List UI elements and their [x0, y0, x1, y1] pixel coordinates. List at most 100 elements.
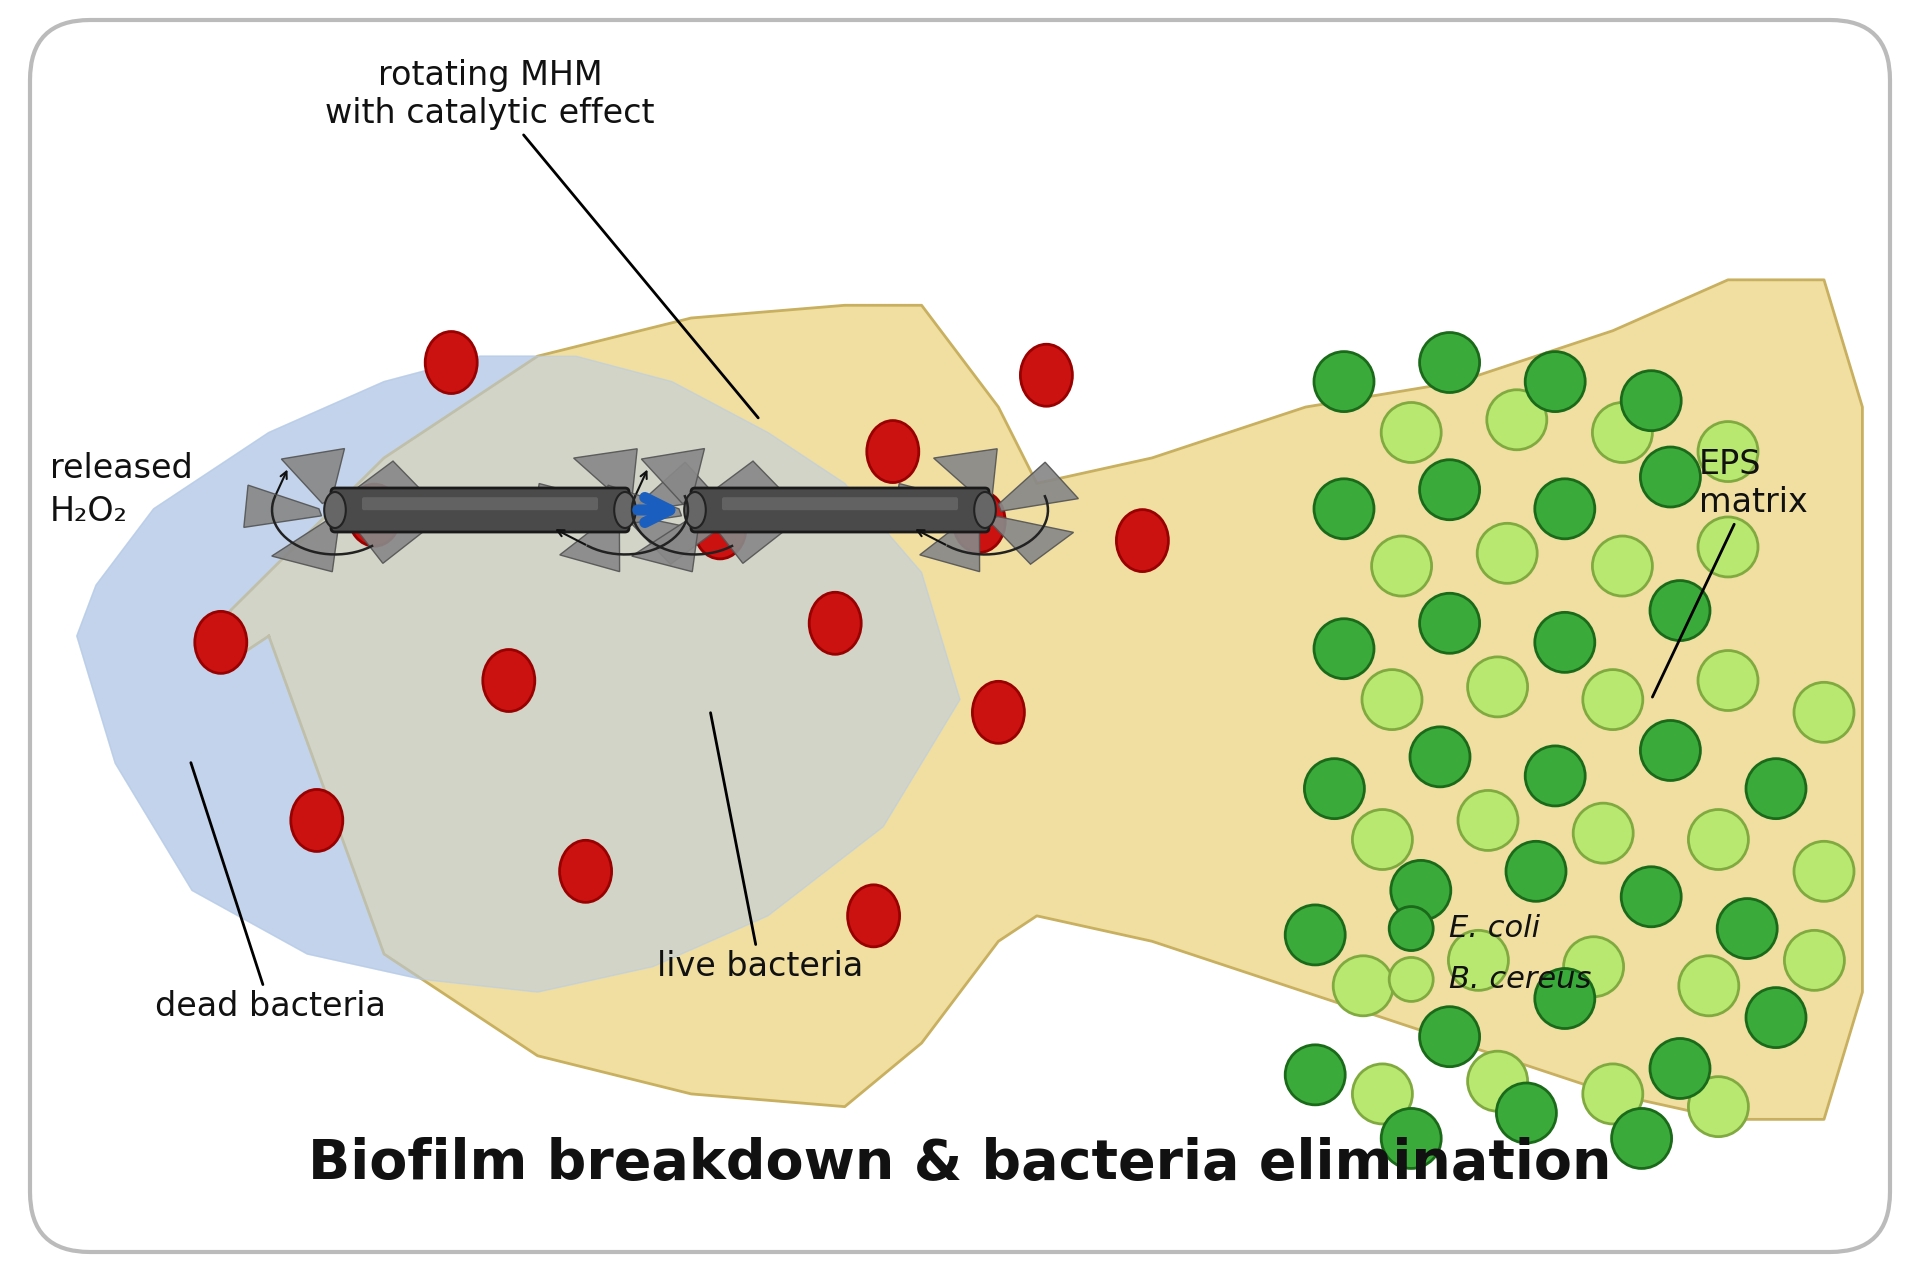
- Circle shape: [1419, 459, 1480, 520]
- Polygon shape: [273, 519, 340, 571]
- Circle shape: [1611, 1108, 1672, 1169]
- Circle shape: [1419, 593, 1480, 654]
- Circle shape: [1697, 516, 1759, 577]
- Polygon shape: [639, 462, 718, 511]
- Ellipse shape: [424, 332, 478, 393]
- Circle shape: [1582, 669, 1644, 730]
- Circle shape: [1448, 930, 1509, 991]
- Circle shape: [1524, 745, 1586, 806]
- Circle shape: [1304, 758, 1365, 819]
- Circle shape: [1640, 446, 1701, 508]
- Polygon shape: [282, 449, 344, 504]
- Polygon shape: [998, 462, 1079, 511]
- Ellipse shape: [482, 650, 536, 711]
- Circle shape: [1649, 580, 1711, 641]
- Circle shape: [1592, 536, 1653, 597]
- Polygon shape: [534, 483, 612, 525]
- Circle shape: [1697, 650, 1759, 711]
- Circle shape: [1688, 809, 1749, 870]
- Circle shape: [1419, 332, 1480, 393]
- Polygon shape: [605, 485, 682, 528]
- Text: E. coli: E. coli: [1450, 915, 1540, 943]
- Polygon shape: [893, 483, 973, 525]
- Polygon shape: [632, 519, 699, 571]
- Ellipse shape: [684, 492, 707, 528]
- Text: B. cereus: B. cereus: [1450, 965, 1592, 993]
- Polygon shape: [920, 515, 979, 571]
- Circle shape: [1332, 955, 1394, 1016]
- Ellipse shape: [866, 421, 920, 482]
- Ellipse shape: [290, 790, 344, 851]
- Circle shape: [1390, 907, 1432, 950]
- Circle shape: [1745, 758, 1807, 819]
- Polygon shape: [348, 510, 424, 563]
- Text: Biofilm breakdown & bacteria elimination: Biofilm breakdown & bacteria elimination: [309, 1137, 1611, 1191]
- Ellipse shape: [952, 491, 1006, 552]
- Circle shape: [1716, 898, 1778, 959]
- Circle shape: [1524, 351, 1586, 412]
- Circle shape: [1793, 841, 1855, 902]
- Ellipse shape: [1020, 345, 1073, 406]
- Circle shape: [1380, 402, 1442, 463]
- Polygon shape: [628, 516, 714, 565]
- Polygon shape: [340, 460, 428, 505]
- Circle shape: [1284, 1044, 1346, 1105]
- FancyBboxPatch shape: [722, 497, 958, 510]
- Circle shape: [1620, 370, 1682, 431]
- Polygon shape: [77, 356, 960, 992]
- Text: rotating MHM
with catalytic effect: rotating MHM with catalytic effect: [324, 59, 758, 418]
- Circle shape: [1745, 987, 1807, 1048]
- Circle shape: [1352, 809, 1413, 870]
- Polygon shape: [77, 356, 960, 992]
- Circle shape: [1467, 1051, 1528, 1112]
- Circle shape: [1688, 1076, 1749, 1137]
- Circle shape: [1620, 866, 1682, 927]
- Polygon shape: [989, 516, 1073, 565]
- Ellipse shape: [972, 682, 1025, 743]
- Ellipse shape: [194, 612, 248, 673]
- Circle shape: [1467, 656, 1528, 717]
- Circle shape: [1572, 803, 1634, 864]
- Polygon shape: [701, 460, 787, 505]
- Circle shape: [1313, 618, 1375, 679]
- Circle shape: [1534, 612, 1596, 673]
- Circle shape: [1476, 523, 1538, 584]
- Polygon shape: [641, 449, 705, 504]
- Text: released
H₂O₂: released H₂O₂: [50, 452, 192, 528]
- Ellipse shape: [847, 885, 900, 946]
- Polygon shape: [707, 510, 785, 563]
- Circle shape: [1419, 1006, 1480, 1067]
- FancyBboxPatch shape: [691, 488, 989, 532]
- Circle shape: [1390, 860, 1452, 921]
- Ellipse shape: [973, 492, 996, 528]
- Circle shape: [1697, 421, 1759, 482]
- Circle shape: [1793, 682, 1855, 743]
- Circle shape: [1390, 958, 1432, 1001]
- Circle shape: [1313, 351, 1375, 412]
- Circle shape: [1563, 936, 1624, 997]
- Text: live bacteria: live bacteria: [657, 712, 864, 983]
- Circle shape: [1496, 1082, 1557, 1144]
- Circle shape: [1313, 478, 1375, 539]
- FancyBboxPatch shape: [31, 20, 1889, 1252]
- Polygon shape: [561, 515, 620, 571]
- Polygon shape: [244, 485, 321, 528]
- Circle shape: [1592, 402, 1653, 463]
- Ellipse shape: [693, 497, 747, 558]
- Circle shape: [1534, 478, 1596, 539]
- Circle shape: [1534, 968, 1596, 1029]
- Circle shape: [1640, 720, 1701, 781]
- Circle shape: [1380, 1108, 1442, 1169]
- Circle shape: [1409, 726, 1471, 787]
- Circle shape: [1361, 669, 1423, 730]
- Circle shape: [1784, 930, 1845, 991]
- Circle shape: [1352, 1063, 1413, 1124]
- Ellipse shape: [614, 492, 636, 528]
- Polygon shape: [574, 449, 637, 500]
- Circle shape: [1582, 1063, 1644, 1124]
- Circle shape: [1678, 955, 1740, 1016]
- Circle shape: [1649, 1038, 1711, 1099]
- Circle shape: [1284, 904, 1346, 965]
- Circle shape: [1505, 841, 1567, 902]
- Circle shape: [1457, 790, 1519, 851]
